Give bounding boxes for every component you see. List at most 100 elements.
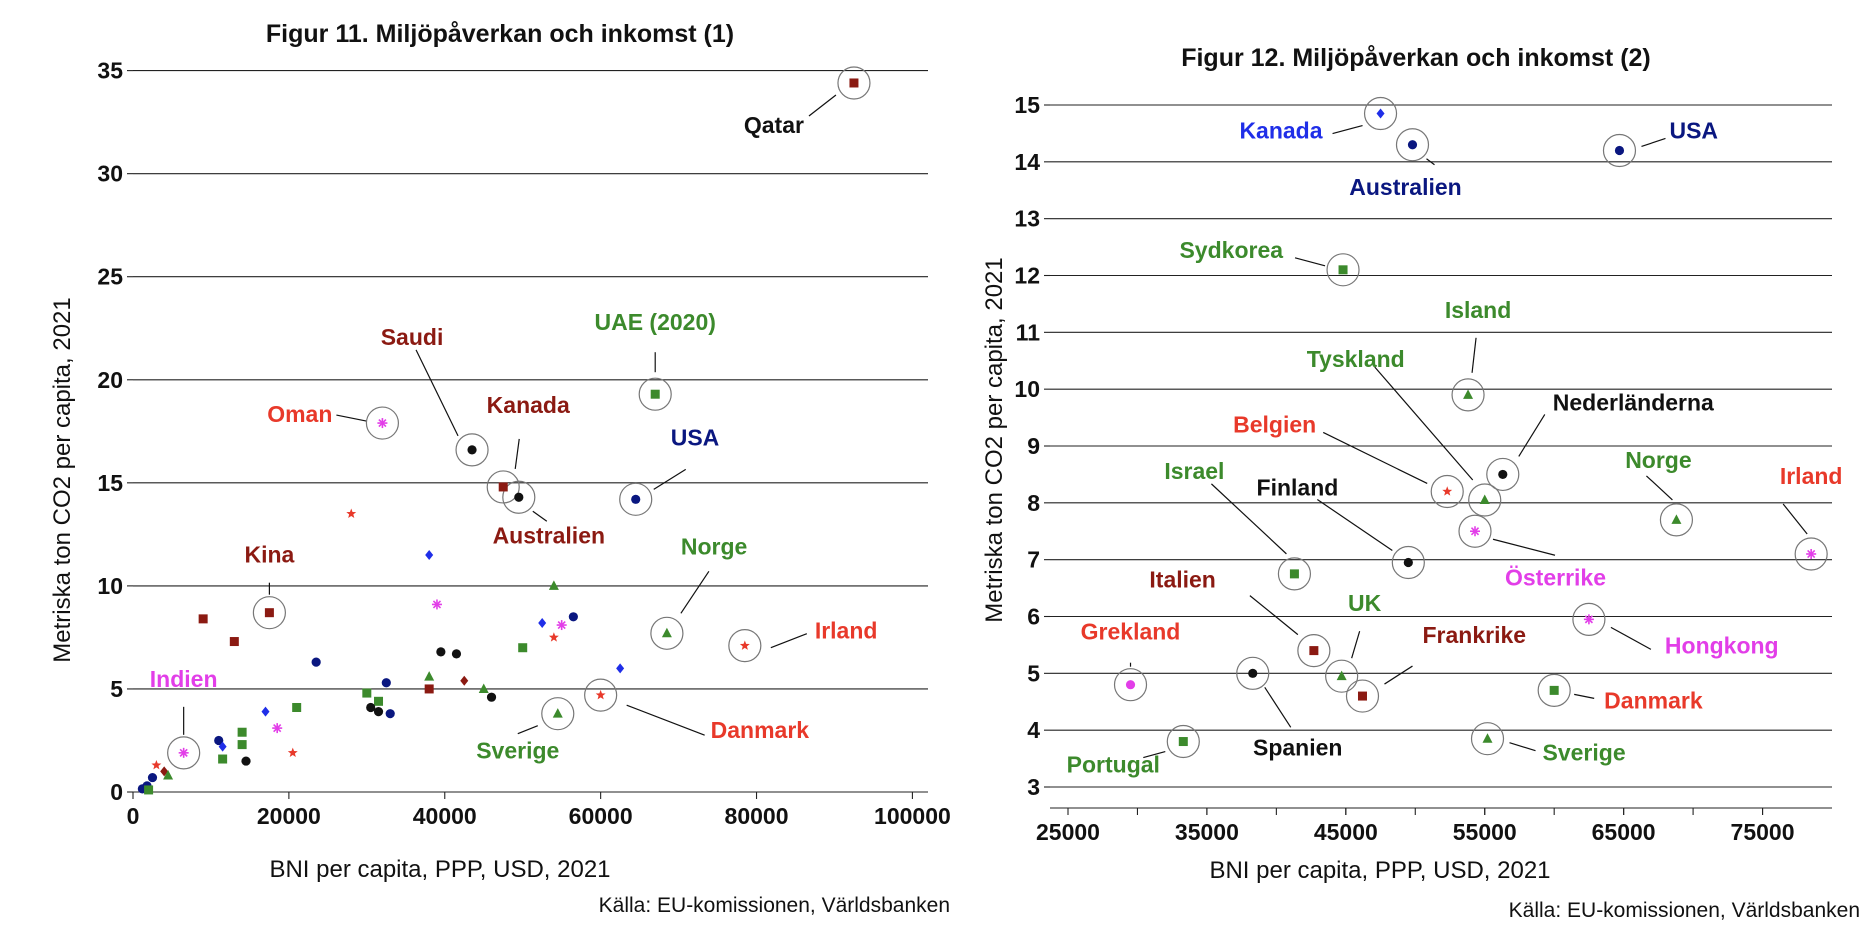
label-italien: Italien <box>1149 567 1215 593</box>
point-square <box>237 727 247 737</box>
point-kanada <box>498 482 508 492</box>
leader-uk <box>1351 631 1361 659</box>
highlight-circle-uk <box>1325 659 1359 693</box>
label-sverige: Sverige <box>476 738 559 764</box>
x-tick-label: 100000 <box>874 803 951 829</box>
point-italien <box>1309 646 1319 656</box>
highlight-circle-indien <box>167 736 201 770</box>
chart1-source: Källa: EU-komissionen, Världsbanken <box>599 894 950 917</box>
point-nederlanderna <box>1498 469 1508 480</box>
label-oman: Oman <box>267 401 332 427</box>
y-tick-label: 10 <box>1014 376 1040 402</box>
highlight-circle-sydkorea <box>1326 253 1360 287</box>
point-asterisk <box>272 723 283 734</box>
highlight-circle-portugal <box>1166 724 1200 759</box>
leader-norge <box>680 570 710 614</box>
label-usa: USA <box>671 424 720 450</box>
point-indien <box>178 747 189 758</box>
point-norge <box>1671 514 1682 524</box>
y-tick-label: 3 <box>1027 774 1040 800</box>
label-hongkong: Hongkong <box>1665 632 1779 658</box>
point-qatar <box>849 78 859 88</box>
point-square <box>518 643 528 653</box>
label-australien: Australien <box>1349 174 1461 200</box>
highlight-circle-osterrike <box>1458 514 1492 548</box>
point-star <box>548 632 559 642</box>
leader-irland <box>770 633 808 649</box>
chart2-point-labels: Kanada Australien USA Sydkorea Island Tysklan… <box>1067 117 1843 777</box>
x-tick-label: 65000 <box>1592 819 1656 845</box>
leader-italien <box>1249 595 1299 636</box>
leader-australien <box>532 510 548 522</box>
highlight-circle-kanada <box>1363 96 1398 131</box>
point-usa <box>631 494 641 504</box>
label-sydkorea: Sydkorea <box>1179 237 1283 263</box>
y-tick-label: 15 <box>1014 92 1040 118</box>
point-diamond <box>538 617 547 628</box>
x-tick-label: 35000 <box>1175 819 1239 845</box>
point-sverige <box>552 708 563 718</box>
point-sverige <box>1482 733 1493 743</box>
leader-qatar <box>808 94 837 117</box>
point-osterrike <box>1470 526 1481 537</box>
leader-sverige <box>1509 742 1536 752</box>
highlight-circle-usa <box>619 482 653 516</box>
point-australien <box>514 492 524 502</box>
point-island <box>1463 389 1474 399</box>
highlight-circle-australien <box>502 480 536 514</box>
y-tick-label: 4 <box>1027 717 1040 743</box>
x-tick-label: 75000 <box>1731 819 1795 845</box>
y-tick-label: 15 <box>97 470 123 496</box>
y-tick-label: 9 <box>1027 433 1040 459</box>
point-circle <box>311 657 321 667</box>
highlight-circle-spanien <box>1236 656 1270 690</box>
highlight-circle-kina <box>252 596 286 630</box>
y-tick-label: 20 <box>97 367 123 393</box>
point-circle <box>147 772 158 783</box>
highlight-circle-irland <box>728 629 762 663</box>
point-circle <box>385 709 395 719</box>
label-finland: Finland <box>1257 475 1339 501</box>
point-tyskland <box>1479 494 1490 504</box>
chart-figur-12: Figur 12. Miljöpåverkan och inkomst (2) … <box>981 44 1860 922</box>
y-tick-label: 14 <box>1014 149 1040 175</box>
point-triangle <box>163 770 174 780</box>
point-oman <box>377 418 388 429</box>
label-spanien: Spanien <box>1253 734 1342 760</box>
label-tyskland: Tyskland <box>1307 346 1405 372</box>
point-kina <box>264 608 274 618</box>
y-tick-label: 0 <box>110 779 123 805</box>
point-grekland <box>1125 680 1136 690</box>
chart1-points <box>137 78 859 795</box>
label-kanada: Kanada <box>487 392 570 418</box>
y-tick-label: 10 <box>97 573 123 599</box>
chart1-point-labels: Qatar Saudi Oman Kanada Australien UAE (2020)… <box>150 112 878 764</box>
point-star <box>346 508 357 518</box>
leader-nederlanderna <box>1518 414 1546 457</box>
point-asterisk <box>556 620 567 631</box>
point-diamond <box>616 663 625 674</box>
point-circle <box>366 702 376 713</box>
leader-oman <box>336 414 367 422</box>
leader-finland <box>1316 499 1393 552</box>
chart1-x-axis-label: BNI per capita, PPP, USD, 2021 <box>269 856 610 883</box>
leader-usa <box>1641 137 1666 148</box>
point-square <box>292 702 302 712</box>
leader-kanada <box>514 438 520 470</box>
label-irland: Irland <box>1780 463 1843 489</box>
point-usa <box>1614 145 1625 156</box>
point-kanada <box>1376 108 1385 119</box>
leader-hongkong <box>1610 626 1652 650</box>
leader-danmark <box>626 704 705 736</box>
leader-island <box>1471 337 1477 373</box>
label-island: Island <box>1445 297 1511 323</box>
point-star <box>287 747 298 758</box>
chart-figur-11: Figur 11. Miljöpåverkan och inkomst (1) … <box>49 20 951 917</box>
highlight-circle-sverige <box>541 697 575 731</box>
chart2-x-ticks: 25000 35000 45000 55000 65000 75000 <box>1036 807 1832 845</box>
point-square <box>237 740 247 750</box>
chart2-points <box>1125 108 1817 747</box>
y-tick-label: 6 <box>1027 604 1040 630</box>
chart2-title: Figur 12. Miljöpåverkan och inkomst (2) <box>1181 44 1651 72</box>
highlight-circle-island <box>1451 378 1485 412</box>
